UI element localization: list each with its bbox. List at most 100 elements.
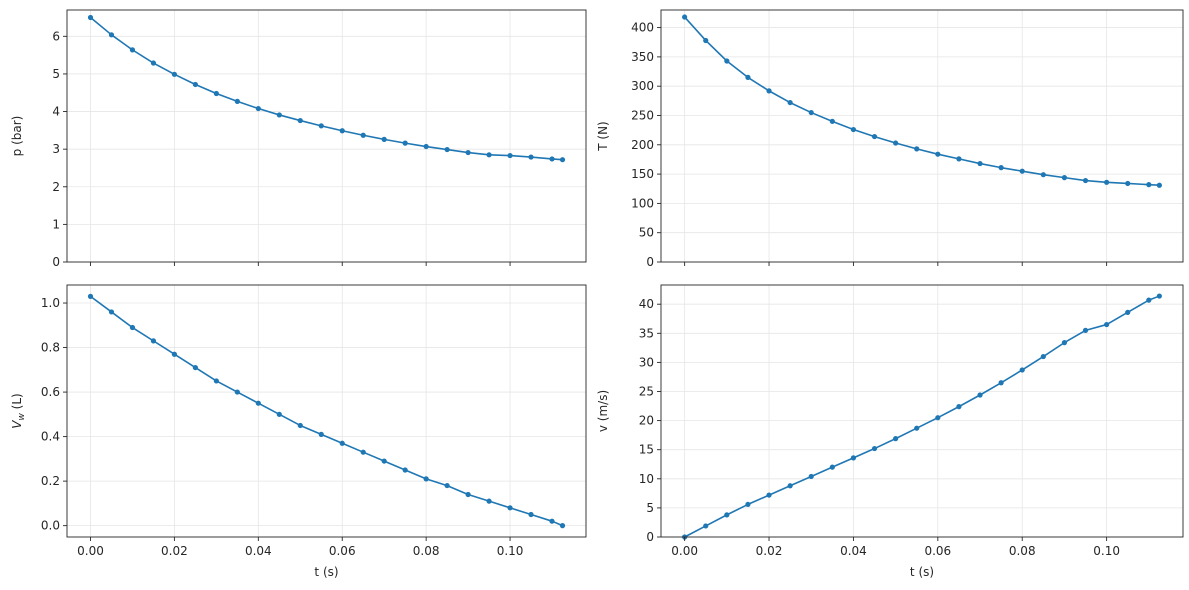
data-point — [528, 511, 534, 518]
data-point — [998, 165, 1004, 171]
data-point — [850, 455, 857, 461]
data-point — [234, 98, 240, 104]
data-point — [318, 123, 324, 129]
x-tick-label: 0.02 — [756, 544, 783, 558]
data-point — [444, 482, 450, 489]
x-tick-label: 0.02 — [161, 544, 188, 558]
data-point — [808, 473, 814, 480]
x-tick-label: 0.00 — [77, 544, 104, 558]
subplot-3: 0.00 0.02 0.04 0.06 0.08 0.10 0.0 0.2 0.4 0.6 0.8 1… — [10, 284, 587, 579]
data-point — [339, 440, 345, 446]
y-tick-label: 300 — [631, 79, 654, 93]
data-point — [507, 152, 513, 159]
data-point — [318, 431, 324, 437]
data-point — [276, 411, 282, 417]
data-point — [745, 74, 751, 80]
y-tick-label: 200 — [631, 138, 654, 152]
data-point — [108, 309, 115, 315]
y-tick-label: 35 — [639, 326, 654, 340]
x-tick-label: 0.04 — [840, 544, 867, 558]
y-tick-label: 15 — [639, 443, 654, 457]
y-tick-label: 100 — [631, 196, 654, 210]
y-tick-label: 50 — [639, 226, 654, 240]
data-point — [213, 378, 219, 384]
y-tick-label: 4 — [52, 105, 60, 119]
data-point — [787, 99, 793, 106]
data-point — [1104, 321, 1110, 328]
data-point — [129, 47, 136, 53]
data-point — [297, 422, 303, 429]
x-tick-label: 0.06 — [924, 544, 951, 558]
data-point — [1125, 309, 1131, 315]
data-point — [1061, 340, 1068, 346]
subplot-2: 0 50 100 150 200 250 300 350 400 T (N) — [596, 9, 1184, 269]
data-point — [423, 143, 429, 150]
data-point — [381, 136, 387, 142]
series-line-1 — [89, 16, 563, 161]
data-point — [1019, 168, 1025, 174]
data-point — [808, 109, 814, 116]
x-tick-label: 0.10 — [497, 544, 524, 558]
data-point — [787, 483, 793, 489]
data-point — [255, 105, 261, 112]
data-point — [87, 14, 94, 21]
data-point — [1146, 182, 1152, 188]
data-point — [360, 132, 366, 138]
y-tick-label: 40 — [639, 297, 654, 311]
y-tick-label: 0.8 — [41, 341, 60, 355]
data-point — [402, 140, 408, 146]
data-point — [1040, 353, 1046, 360]
y-tick-label: 25 — [639, 385, 654, 399]
data-point — [998, 380, 1004, 386]
x-tick-label: 0.10 — [1093, 544, 1120, 558]
y-axis-label: Vw (L) — [10, 393, 27, 428]
data-point — [213, 90, 219, 97]
data-point — [1156, 182, 1162, 188]
subplot-4: 0.00 0.02 0.04 0.06 0.08 0.10 0 5 10 15 20 25 30 35 40… — [596, 284, 1184, 579]
data-point — [129, 324, 136, 331]
data-point — [893, 140, 899, 146]
axes-frame — [660, 284, 1184, 538]
data-point — [559, 523, 566, 529]
y-tick-label: 400 — [631, 21, 654, 35]
axes-frame — [66, 9, 587, 263]
data-point — [871, 133, 878, 140]
data-point — [150, 60, 157, 66]
data-point — [766, 492, 772, 498]
x-tick-label: 0.08 — [1009, 544, 1036, 558]
data-point — [977, 160, 983, 167]
x-tick-label: 0.06 — [329, 544, 356, 558]
data-point — [339, 128, 345, 134]
data-point — [914, 425, 920, 431]
y-tick-label: 5 — [52, 67, 60, 81]
data-point — [234, 389, 240, 395]
y-tick-label: 0.0 — [41, 519, 60, 533]
data-point — [766, 88, 772, 94]
data-point — [977, 392, 983, 398]
data-point — [1146, 297, 1152, 303]
data-point — [1040, 172, 1046, 178]
x-tick-label: 0.04 — [245, 544, 272, 558]
data-point — [192, 364, 198, 371]
y-axis-label: T (N) — [596, 121, 610, 151]
data-point — [893, 436, 899, 442]
data-point — [549, 156, 555, 162]
data-point — [559, 157, 566, 163]
data-point — [703, 37, 709, 44]
data-point — [956, 156, 962, 162]
y-tick-label: 2 — [52, 180, 60, 194]
data-point — [829, 464, 835, 470]
data-point — [914, 146, 920, 152]
data-point — [192, 81, 198, 88]
series-line-1 — [90, 295, 563, 527]
series-line-1 — [684, 295, 1160, 538]
data-point — [935, 415, 941, 421]
subplot-1: 0 1 2 3 4 5 6 p (bar) — [10, 9, 587, 269]
data-point — [549, 518, 555, 524]
data-point — [171, 71, 178, 77]
data-point — [850, 126, 857, 133]
grid — [661, 285, 1183, 538]
data-point — [1156, 293, 1162, 299]
